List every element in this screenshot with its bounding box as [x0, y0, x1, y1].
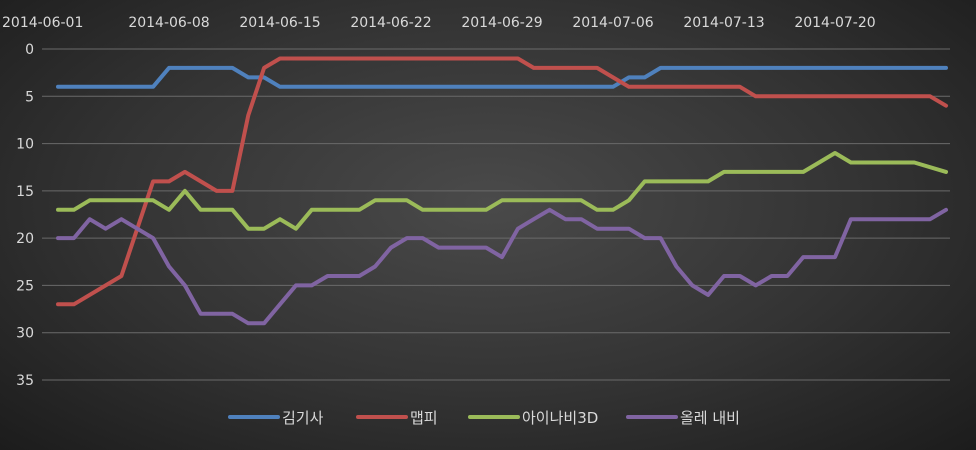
x-tick-label: 2014-07-20	[794, 15, 875, 31]
gridlines	[42, 48, 950, 381]
legend-label: 맵피	[410, 409, 438, 427]
legend: 김기사 맵피 아이나비3D 올레 내비	[228, 409, 740, 427]
legend-item-2: 맵피	[356, 409, 438, 427]
legend-label: 김기사	[282, 409, 324, 427]
series-lines	[56, 56, 948, 326]
legend-label: 아이나비3D	[522, 409, 598, 427]
x-tick-label: 2014-06-22	[350, 15, 431, 31]
series-line-2	[56, 56, 948, 307]
x-tick-label: 2014-06-15	[239, 15, 320, 31]
x-tick-label: 2014-07-13	[683, 15, 764, 31]
legend-item-3: 아이나비3D	[468, 409, 598, 427]
series-line-3	[56, 151, 948, 231]
series-line-1	[56, 65, 948, 89]
legend-item-4: 올레 내비	[626, 409, 740, 427]
y-tick-label: 5	[25, 89, 34, 105]
x-tick-label: 2014-06-08	[128, 15, 209, 31]
x-tick-label: 2014-07-06	[572, 15, 653, 31]
y-tick-label: 25	[16, 278, 34, 294]
y-tick-label: 20	[16, 231, 34, 247]
y-tick-label: 15	[16, 184, 34, 200]
y-tick-label: 10	[16, 137, 34, 153]
x-axis-tick-labels: 2014-06-01 2014-06-08 2014-06-15 2014-06-22…	[2, 15, 876, 31]
y-tick-label: 0	[25, 42, 34, 58]
legend-item-1: 김기사	[228, 409, 324, 427]
legend-label: 올레 내비	[680, 409, 740, 427]
y-axis-tick-labels: 0 5 10 15 20 25 30 35	[16, 42, 34, 389]
x-tick-label: 2014-06-01	[2, 15, 83, 31]
y-tick-label: 30	[16, 326, 34, 342]
y-tick-label: 35	[16, 373, 34, 389]
x-tick-label: 2014-06-29	[461, 15, 542, 31]
series-line-4	[56, 207, 948, 326]
